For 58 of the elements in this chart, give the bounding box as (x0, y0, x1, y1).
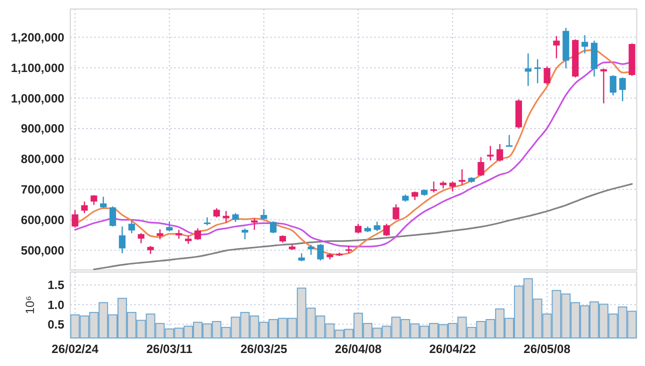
candlestick (213, 208, 220, 218)
candlestick (118, 226, 126, 254)
candlestick (487, 145, 494, 162)
y-tick-label: 1,200,000 (10, 30, 65, 44)
candlestick (534, 58, 541, 84)
y-tick-label: 1.0 (48, 298, 65, 312)
candlestick (619, 76, 626, 102)
candlestick (345, 245, 352, 254)
candlestick (109, 206, 116, 228)
candlestick (81, 200, 88, 214)
candlestick (72, 209, 78, 228)
candlestick (204, 216, 210, 226)
y-tick-label: 1,000,000 (10, 91, 65, 106)
candlestick (392, 204, 400, 220)
candlestick (581, 34, 588, 54)
x-tick-label: 26/03/25 (240, 342, 288, 356)
candlestick (610, 74, 616, 96)
candlestick (600, 68, 607, 104)
candlestick (100, 196, 107, 209)
x-tick-label: 26/03/11 (146, 342, 193, 356)
candlestick (308, 244, 314, 256)
candlestick (194, 228, 202, 240)
candlestick (251, 218, 258, 230)
candlestick (449, 180, 456, 192)
candlestick (496, 143, 504, 162)
candlestick (458, 168, 466, 186)
x-tick-label: 26/02/24 (52, 342, 99, 356)
y-tick-label: 1.5 (48, 278, 65, 292)
candlestick (242, 228, 248, 240)
candlestick (128, 220, 135, 234)
candlestick (166, 221, 173, 232)
candlestick (222, 210, 230, 224)
candlestick (354, 223, 362, 234)
y-tick-label: 900,000 (20, 122, 65, 136)
candlestick (430, 180, 438, 194)
candlestick (553, 35, 560, 59)
candlestick (260, 208, 268, 220)
y-tick-label: 1,100,000 (10, 60, 65, 75)
candlestick (156, 228, 164, 240)
y-tick-label: 0.5 (48, 317, 65, 332)
y-tick-label: 600,000 (20, 213, 65, 228)
candlestick (374, 221, 380, 232)
y-tick-label: 500,000 (20, 243, 65, 258)
line-series (93, 183, 633, 270)
candlestick (138, 232, 144, 244)
x-tick-label: 26/04/08 (334, 342, 382, 356)
candlestick (478, 156, 484, 177)
candlestick (317, 244, 324, 262)
y-tick-label: 800,000 (20, 152, 65, 166)
candlestick (506, 134, 513, 148)
candlestick (270, 220, 277, 234)
x-tick-label: 26/05/08 (524, 342, 571, 356)
candlestick (544, 66, 550, 86)
candlestick (90, 194, 98, 206)
y-axis-title: 10⁶ (23, 296, 37, 314)
candlestick (383, 223, 390, 237)
y-tick-label: 700,000 (20, 182, 65, 197)
x-tick-label: 26/04/22 (429, 342, 476, 356)
